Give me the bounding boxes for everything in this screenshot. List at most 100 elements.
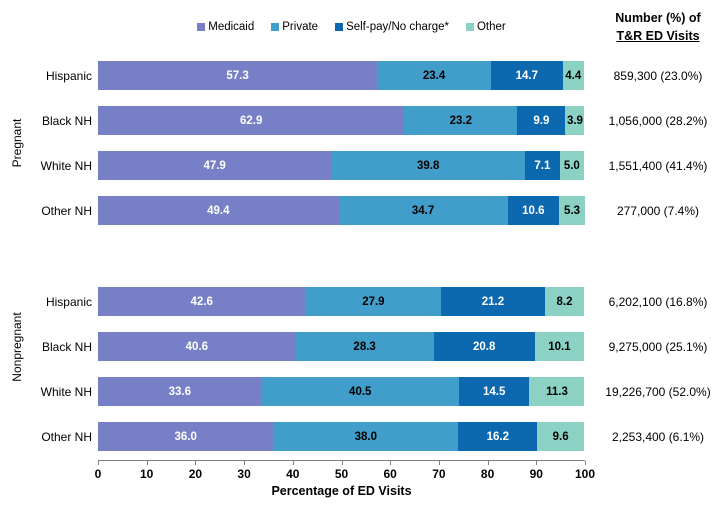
x-axis-tick	[244, 461, 246, 465]
bar-segment-other: 11.3	[529, 377, 585, 406]
right-column-header-line1: Number (%) of	[615, 11, 701, 25]
bar-row-nonpregnant-black-nh: Black NH 40.6 28.3 20.8 10.1 9,275,000 (25.…	[0, 332, 725, 361]
bar-segment-other: 3.9	[565, 106, 585, 135]
visit-count-annotation: 19,226,700 (52.0%)	[605, 384, 711, 399]
bar-row-pregnant-other-nh: Other NH 49.4 34.7 10.6 5.3 277,000 (7.4%)	[0, 196, 725, 225]
bar-row-nonpregnant-hispanic: Hispanic 42.6 27.9 21.2 8.2 6,202,100 (16.8…	[0, 287, 725, 316]
bar-segment-other: 9.6	[537, 422, 584, 451]
bar-segment-medicaid: 36.0	[98, 422, 274, 451]
bar-segment-self-pay-no-charge: 16.2	[458, 422, 538, 451]
visit-count-annotation: 277,000 (7.4%)	[616, 203, 700, 218]
x-axis: 0 10 20 30 40 50 60 70 80 90 100	[95, 460, 595, 481]
bar-segment-medicaid: 62.9	[98, 106, 405, 135]
stacked-bar: 47.9 39.8 7.1 5.0	[98, 151, 585, 180]
x-axis-tick	[536, 461, 538, 465]
visit-count-annotation: 859,300 (23.0%)	[613, 68, 703, 83]
x-axis-tick	[146, 461, 148, 465]
bar-segment-self-pay-no-charge: 10.6	[507, 196, 560, 225]
legend-item-other: Other	[465, 21, 506, 33]
bar-segment-private: 27.9	[305, 287, 442, 316]
stacked-bar: 57.3 23.4 14.7 4.4	[98, 61, 585, 90]
bar-segment-self-pay-no-charge: 9.9	[517, 106, 566, 135]
bar-segment-medicaid: 33.6	[98, 377, 262, 406]
x-axis-tick	[390, 461, 392, 465]
legend-item-private: Private	[271, 21, 318, 33]
bar-segment-other: 8.2	[544, 287, 585, 316]
bar-row-pregnant-white-nh: White NH 47.9 39.8 7.1 5.0 1,551,400 (41.4%…	[0, 151, 725, 180]
bar-segment-other: 5.0	[559, 151, 584, 180]
x-axis-title: Percentage of ED Visits	[271, 484, 412, 498]
bar-segment-medicaid: 40.6	[98, 332, 296, 361]
bar-segment-self-pay-no-charge: 20.8	[433, 332, 535, 361]
x-axis-tick-label: 100	[574, 467, 596, 481]
bar-segment-self-pay-no-charge: 7.1	[525, 151, 560, 180]
bar-segment-private: 40.5	[261, 377, 459, 406]
x-axis-tick-label: 0	[94, 467, 102, 481]
bar-segment-medicaid: 57.3	[98, 61, 378, 90]
bar-segment-private: 34.7	[338, 196, 508, 225]
x-axis-tick	[195, 461, 197, 465]
visit-count-annotation: 9,275,000 (25.1%)	[608, 339, 708, 354]
x-axis-tick-label: 30	[237, 467, 251, 481]
legend-swatch-other	[465, 23, 474, 31]
visit-count-annotation: 6,202,100 (16.8%)	[608, 294, 708, 309]
stacked-bar: 33.6 40.5 14.5 11.3	[98, 377, 585, 406]
bar-segment-private: 28.3	[295, 332, 434, 361]
stacked-bar: 62.9 23.2 9.9 3.9	[98, 106, 585, 135]
x-axis-tick	[292, 461, 294, 465]
bar-row-nonpregnant-white-nh: White NH 33.6 40.5 14.5 11.3 19,226,700 (52…	[0, 377, 725, 406]
stacked-bar: 40.6 28.3 20.8 10.1	[98, 332, 585, 361]
x-axis-tick-label: 90	[529, 467, 543, 481]
bar-segment-private: 39.8	[331, 151, 526, 180]
category-label: Black NH	[41, 113, 92, 128]
stacked-bar: 42.6 27.9 21.2 8.2	[98, 287, 585, 316]
x-axis-tick-label: 60	[383, 467, 397, 481]
legend-label-medicaid: Medicaid	[208, 21, 255, 33]
x-axis-tick-label: 50	[334, 467, 349, 481]
x-axis-tick-label: 40	[286, 467, 300, 481]
bar-segment-self-pay-no-charge: 14.7	[491, 61, 563, 90]
x-axis-tick	[487, 461, 489, 465]
bar-row-pregnant-hispanic: Hispanic 57.3 23.4 14.7 4.4 859,300 (23.0%)	[0, 61, 725, 90]
category-label: Hispanic	[45, 294, 92, 309]
stacked-bar: 49.4 34.7 10.6 5.3	[98, 196, 585, 225]
bar-segment-medicaid: 49.4	[98, 196, 339, 225]
legend: Medicaid Private Self-pay/No charge* Oth…	[108, 21, 595, 33]
legend-swatch-selfpay	[335, 23, 344, 31]
x-axis-tick-label: 20	[188, 467, 203, 481]
stacked-bar: 36.0 38.0 16.2 9.6	[98, 422, 585, 451]
x-axis-tick	[341, 461, 343, 465]
legend-item-selfpay: Self-pay/No charge*	[335, 21, 449, 33]
category-label: Other NH	[41, 429, 92, 444]
x-axis-tick	[585, 461, 586, 465]
bar-segment-other: 10.1	[534, 332, 584, 361]
category-label: Hispanic	[45, 68, 92, 83]
bar-segment-other: 5.3	[559, 196, 585, 225]
category-label: White NH	[40, 158, 92, 173]
right-column-header-line2: T&R ED Visits	[616, 29, 700, 44]
legend-item-medicaid: Medicaid	[197, 21, 254, 33]
bar-segment-medicaid: 47.9	[98, 151, 332, 180]
bar-segment-private: 38.0	[273, 422, 459, 451]
legend-label-selfpay: Self-pay/No charge*	[346, 21, 449, 33]
legend-swatch-medicaid	[197, 23, 206, 31]
visit-count-annotation: 1,551,400 (41.4%)	[608, 158, 708, 173]
category-label: Other NH	[41, 203, 92, 218]
bar-segment-other: 4.4	[562, 61, 584, 90]
x-axis-tick-label: 80	[480, 467, 495, 481]
x-axis-tick	[438, 461, 440, 465]
bar-row-nonpregnant-other-nh: Other NH 36.0 38.0 16.2 9.6 2,253,400 (6.1%…	[0, 422, 725, 451]
x-axis-tick	[98, 461, 99, 465]
legend-label-private: Private	[282, 21, 319, 33]
bar-segment-medicaid: 42.6	[98, 287, 306, 316]
bar-segment-private: 23.2	[404, 106, 518, 135]
category-label: Black NH	[41, 339, 92, 354]
bar-segment-private: 23.4	[377, 61, 491, 90]
bar-segment-self-pay-no-charge: 21.2	[441, 287, 545, 316]
bar-row-pregnant-black-nh: Black NH 62.9 23.2 9.9 3.9 1,056,000 (28.2%…	[0, 106, 725, 135]
x-axis-tick-label: 70	[432, 467, 446, 481]
visit-count-annotation: 1,056,000 (28.2%)	[608, 113, 708, 128]
category-label: White NH	[40, 384, 92, 399]
legend-swatch-private	[271, 23, 280, 31]
